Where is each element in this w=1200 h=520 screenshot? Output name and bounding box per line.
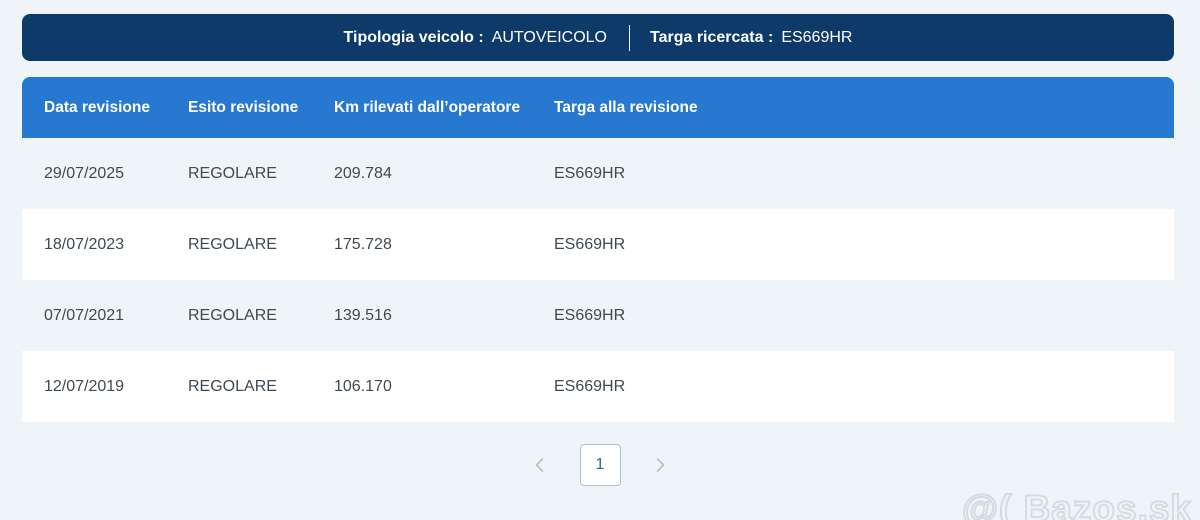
cell-esito: REGOLARE [188, 306, 277, 324]
cell-km: 175.728 [334, 235, 392, 253]
cell-esito: REGOLARE [188, 235, 277, 253]
bazos-watermark: @( Bazos.sk [961, 487, 1192, 520]
column-header-esito-revisione: Esito revisione [188, 98, 299, 116]
table-header-row: Data revisione Esito revisione Km rileva… [22, 77, 1174, 138]
previous-page-button[interactable] [530, 455, 550, 475]
searched-plate-value: ES669HR [781, 28, 853, 46]
vertical-divider [628, 24, 630, 51]
cell-date: 12/07/2019 [44, 377, 125, 395]
searched-plate-label: Targa ricercata : [649, 28, 774, 46]
cell-targa: ES669HR [554, 164, 626, 182]
column-header-data-revisione: Data revisione [44, 98, 150, 116]
cell-esito: REGOLARE [188, 377, 277, 395]
chevron-left-icon [534, 457, 545, 473]
cell-date: 29/07/2025 [44, 164, 125, 182]
next-page-button[interactable] [651, 455, 671, 475]
table-row: 07/07/2021 REGOLARE 139.516 ES669HR [22, 280, 1174, 351]
cell-date: 18/07/2023 [44, 235, 125, 253]
cell-targa: ES669HR [554, 377, 626, 395]
revision-table: Data revisione Esito revisione Km rileva… [22, 77, 1174, 422]
table-row: 18/07/2023 REGOLARE 175.728 ES669HR [22, 209, 1174, 280]
chevron-right-icon [655, 457, 666, 473]
cell-km: 106.170 [334, 377, 392, 395]
page-number-button[interactable]: 1 [579, 444, 621, 486]
column-header-km-rilevati: Km rilevati dall’operatore [334, 98, 521, 116]
vehicle-summary-bar: Tipologia veicolo : AUTOVEICOLO Targa ri… [22, 14, 1174, 61]
vehicle-type-value: AUTOVEICOLO [491, 28, 607, 46]
cell-date: 07/07/2021 [44, 306, 125, 324]
cell-esito: REGOLARE [188, 164, 277, 182]
cell-targa: ES669HR [554, 306, 626, 324]
cell-km: 139.516 [334, 306, 392, 324]
column-header-targa: Targa alla revisione [554, 98, 698, 116]
table-row: 12/07/2019 REGOLARE 106.170 ES669HR [22, 351, 1174, 422]
cell-km: 209.784 [334, 164, 392, 182]
vehicle-type-label: Tipologia veicolo : [343, 28, 484, 46]
pagination: 1 [0, 444, 1200, 486]
table-row: 29/07/2025 REGOLARE 209.784 ES669HR [22, 138, 1174, 209]
cell-targa: ES669HR [554, 235, 626, 253]
